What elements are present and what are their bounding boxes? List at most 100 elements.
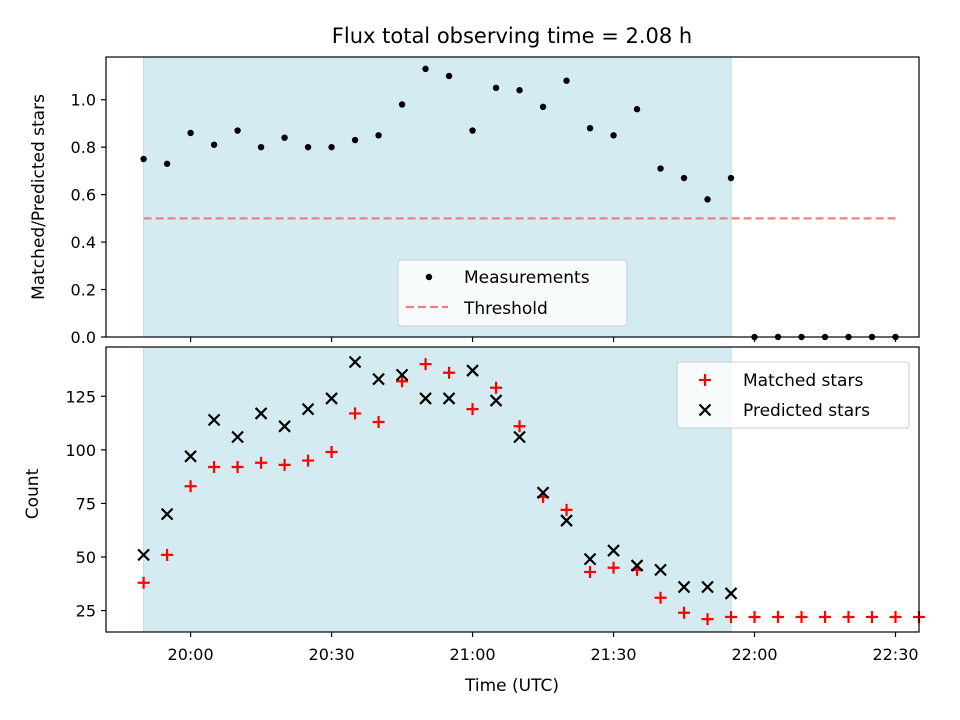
matched-star-point: [184, 480, 197, 493]
predicted-star-point: [348, 355, 362, 369]
predicted-star-point: [654, 563, 667, 577]
measurement-point: [657, 165, 664, 172]
measurement-point: [281, 134, 288, 141]
predicted-star-point: [442, 392, 456, 405]
measurement-point: [257, 143, 265, 151]
bottom-axes-frame: [105, 346, 920, 633]
predicted-star-point: [301, 402, 315, 416]
measurement-point: [704, 196, 711, 203]
predicted-star-point: [278, 420, 291, 433]
predicted-star-point: [560, 514, 573, 527]
top-y-tick-label: 1.0: [71, 91, 96, 110]
legend-label-measurements: Measurements: [464, 268, 590, 288]
bottom-y-tick-label: 75: [76, 494, 96, 513]
top-y-tick-label: 0.8: [71, 138, 96, 157]
measurement-point: [328, 143, 335, 151]
matched-star-point: [889, 611, 902, 623]
x-tick-label: 22:30: [872, 645, 918, 664]
matched-star-point: [701, 613, 714, 626]
bottom-y-axis-label: Count: [23, 468, 43, 519]
top-y-tick-label: 0.4: [71, 233, 96, 252]
matched-star-point: [231, 461, 244, 473]
matched-star-point: [443, 366, 456, 379]
top-panel: 0.0 0.2 0.4 0.6 0.8 1.0 Measurements Threshold: [71, 56, 920, 347]
predicted-star-point: [536, 486, 550, 499]
measurement-point: [422, 65, 429, 73]
matched-star-point: [137, 576, 150, 589]
measurement-point: [187, 129, 194, 137]
predicted-star-point: [583, 552, 597, 566]
measurement-point: [539, 103, 547, 111]
x-tick-label: 22:00: [731, 645, 777, 664]
measurement-point: [516, 87, 523, 94]
matched-star-point: [795, 611, 808, 623]
x-tick-label: 20:30: [309, 645, 355, 664]
matched-star-point: [725, 611, 738, 623]
x-tick-label: 20:00: [168, 645, 214, 664]
matched-star-point: [654, 591, 667, 604]
x-tick-label: 21:00: [450, 645, 496, 664]
top-axes-frame: [105, 56, 920, 338]
matched-star-point: [678, 606, 691, 619]
predicted-star-point: [137, 548, 150, 562]
predicted-star-point: [677, 580, 691, 594]
predicted-star-point: [724, 587, 738, 600]
measurement-point: [610, 132, 617, 139]
bottom-legend: Matched stars Predicted stars: [676, 361, 910, 429]
predicted-star-point: [254, 407, 268, 420]
matched-star-point: [419, 358, 432, 371]
measurement-point: [375, 132, 382, 139]
predicted-star-point: [419, 392, 432, 405]
matched-star-point: [607, 561, 620, 574]
legend-plus-icon: [699, 374, 711, 386]
measurement-point: [234, 127, 241, 134]
matched-star-point: [349, 407, 362, 420]
matched-star-point: [819, 611, 832, 623]
bottom-y-tick-label: 125: [65, 387, 96, 406]
matched-star-point: [278, 458, 291, 471]
predicted-star-point: [325, 392, 338, 405]
predicted-star-point: [701, 580, 714, 594]
bottom-legend-box: [676, 361, 910, 429]
bottom-series-2: [137, 355, 738, 600]
bottom-panel: 25 50 75 100 125 20:00 20:30 21:00 21:30 22:00 22:…: [65, 346, 925, 664]
top-y-tick-label: 0.6: [71, 186, 96, 205]
matched-star-point: [325, 446, 338, 458]
matched-star-point: [866, 611, 879, 623]
matched-star-point: [208, 461, 221, 473]
predicted-star-point: [489, 394, 503, 407]
measurement-point: [586, 124, 594, 132]
matched-star-point: [302, 454, 315, 467]
measurement-point: [140, 155, 147, 163]
matched-star-point: [842, 611, 855, 623]
bottom-y-tick-label: 50: [76, 548, 96, 567]
measurement-point: [727, 174, 735, 182]
measurement-point: [469, 127, 476, 134]
measurement-point: [680, 174, 688, 182]
legend-label-threshold: Threshold: [463, 299, 548, 319]
matched-star-point: [161, 548, 174, 561]
bottom-observing-span: [143, 346, 732, 633]
top-y-axis-label: Matched/Predicted stars: [29, 94, 49, 300]
matched-star-point: [466, 403, 479, 416]
legend-dot-icon: [425, 273, 433, 281]
x-axis-label: Time (UTC): [464, 676, 559, 696]
top-series-1: [140, 65, 899, 341]
legend-label-matched: Matched stars: [743, 371, 863, 391]
x-tick-label: 21:30: [590, 645, 636, 664]
matched-star-point: [396, 375, 409, 388]
top-y-tick-label: 0.0: [71, 328, 96, 347]
chart-title: Flux total observing time = 2.08 h: [332, 24, 692, 48]
matched-star-point: [490, 381, 503, 394]
measurement-point: [563, 77, 570, 84]
bottom-y-tick-label: 25: [76, 602, 96, 621]
matched-star-point: [772, 611, 785, 623]
top-y-tick-label: 0.2: [71, 281, 96, 300]
predicted-star-point: [372, 372, 385, 386]
predicted-star-point: [231, 430, 244, 444]
legend-label-predicted: Predicted stars: [743, 401, 870, 421]
measurement-point: [304, 143, 312, 151]
predicted-star-point: [160, 507, 174, 521]
predicted-star-point: [395, 368, 409, 382]
